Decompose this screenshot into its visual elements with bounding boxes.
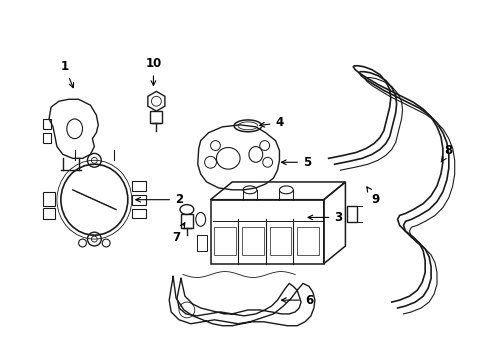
Bar [242,227,263,255]
Bar [150,111,162,123]
Text: 5: 5 [281,156,310,169]
Bar [210,200,323,264]
Bar [43,192,55,206]
Bar [297,227,318,255]
Text: 8: 8 [440,144,452,162]
Bar [131,195,145,204]
Text: 6: 6 [281,294,312,307]
Bar [131,181,145,191]
Bar [43,208,55,219]
Text: 1: 1 [61,60,74,87]
Bar [269,227,291,255]
Bar [43,119,51,129]
Text: 2: 2 [136,193,183,206]
Text: 7: 7 [172,223,184,244]
Text: 3: 3 [307,211,342,224]
Text: 9: 9 [366,187,379,206]
Bar [214,227,236,255]
Text: 4: 4 [259,116,283,129]
Bar [196,235,206,251]
Bar [181,215,192,228]
Bar [346,206,357,222]
Text: 10: 10 [145,57,161,85]
Bar [131,208,145,219]
Bar [43,133,51,143]
